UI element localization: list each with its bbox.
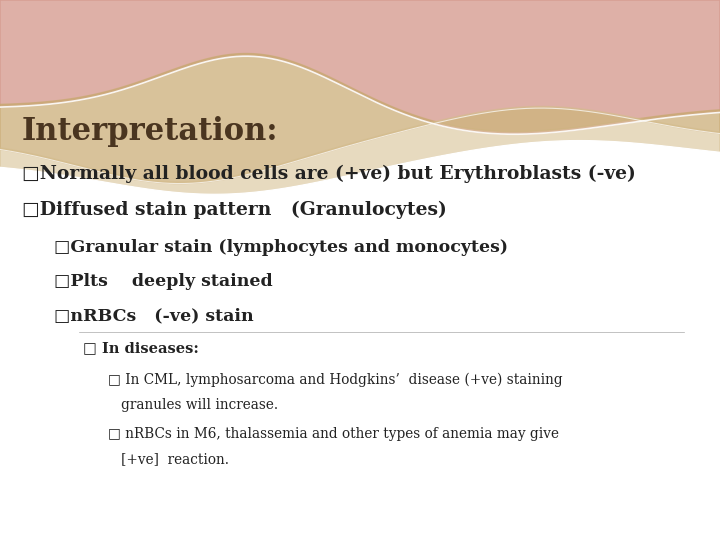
Text: □Plts    deeply stained: □Plts deeply stained	[54, 273, 273, 289]
Text: □Normally all blood cells are (+ve) but Erythroblasts (-ve): □Normally all blood cells are (+ve) but …	[22, 165, 635, 183]
Text: □nRBCs   (-ve) stain: □nRBCs (-ve) stain	[54, 308, 253, 325]
Text: □ nRBCs in M6, thalassemia and other types of anemia may give: □ nRBCs in M6, thalassemia and other typ…	[108, 427, 559, 441]
Text: granules will increase.: granules will increase.	[108, 398, 278, 412]
Text: [+ve]  reaction.: [+ve] reaction.	[108, 452, 229, 466]
Text: □Granular stain (lymphocytes and monocytes): □Granular stain (lymphocytes and monocyt…	[54, 239, 508, 255]
Text: Interpretation:: Interpretation:	[22, 116, 278, 147]
Text: □ In diseases:: □ In diseases:	[83, 341, 199, 355]
Text: □ In CML, lymphosarcoma and Hodgkins’  disease (+ve) staining: □ In CML, lymphosarcoma and Hodgkins’ di…	[108, 373, 562, 387]
Text: □Diffused stain pattern   (Granulocytes): □Diffused stain pattern (Granulocytes)	[22, 201, 446, 219]
